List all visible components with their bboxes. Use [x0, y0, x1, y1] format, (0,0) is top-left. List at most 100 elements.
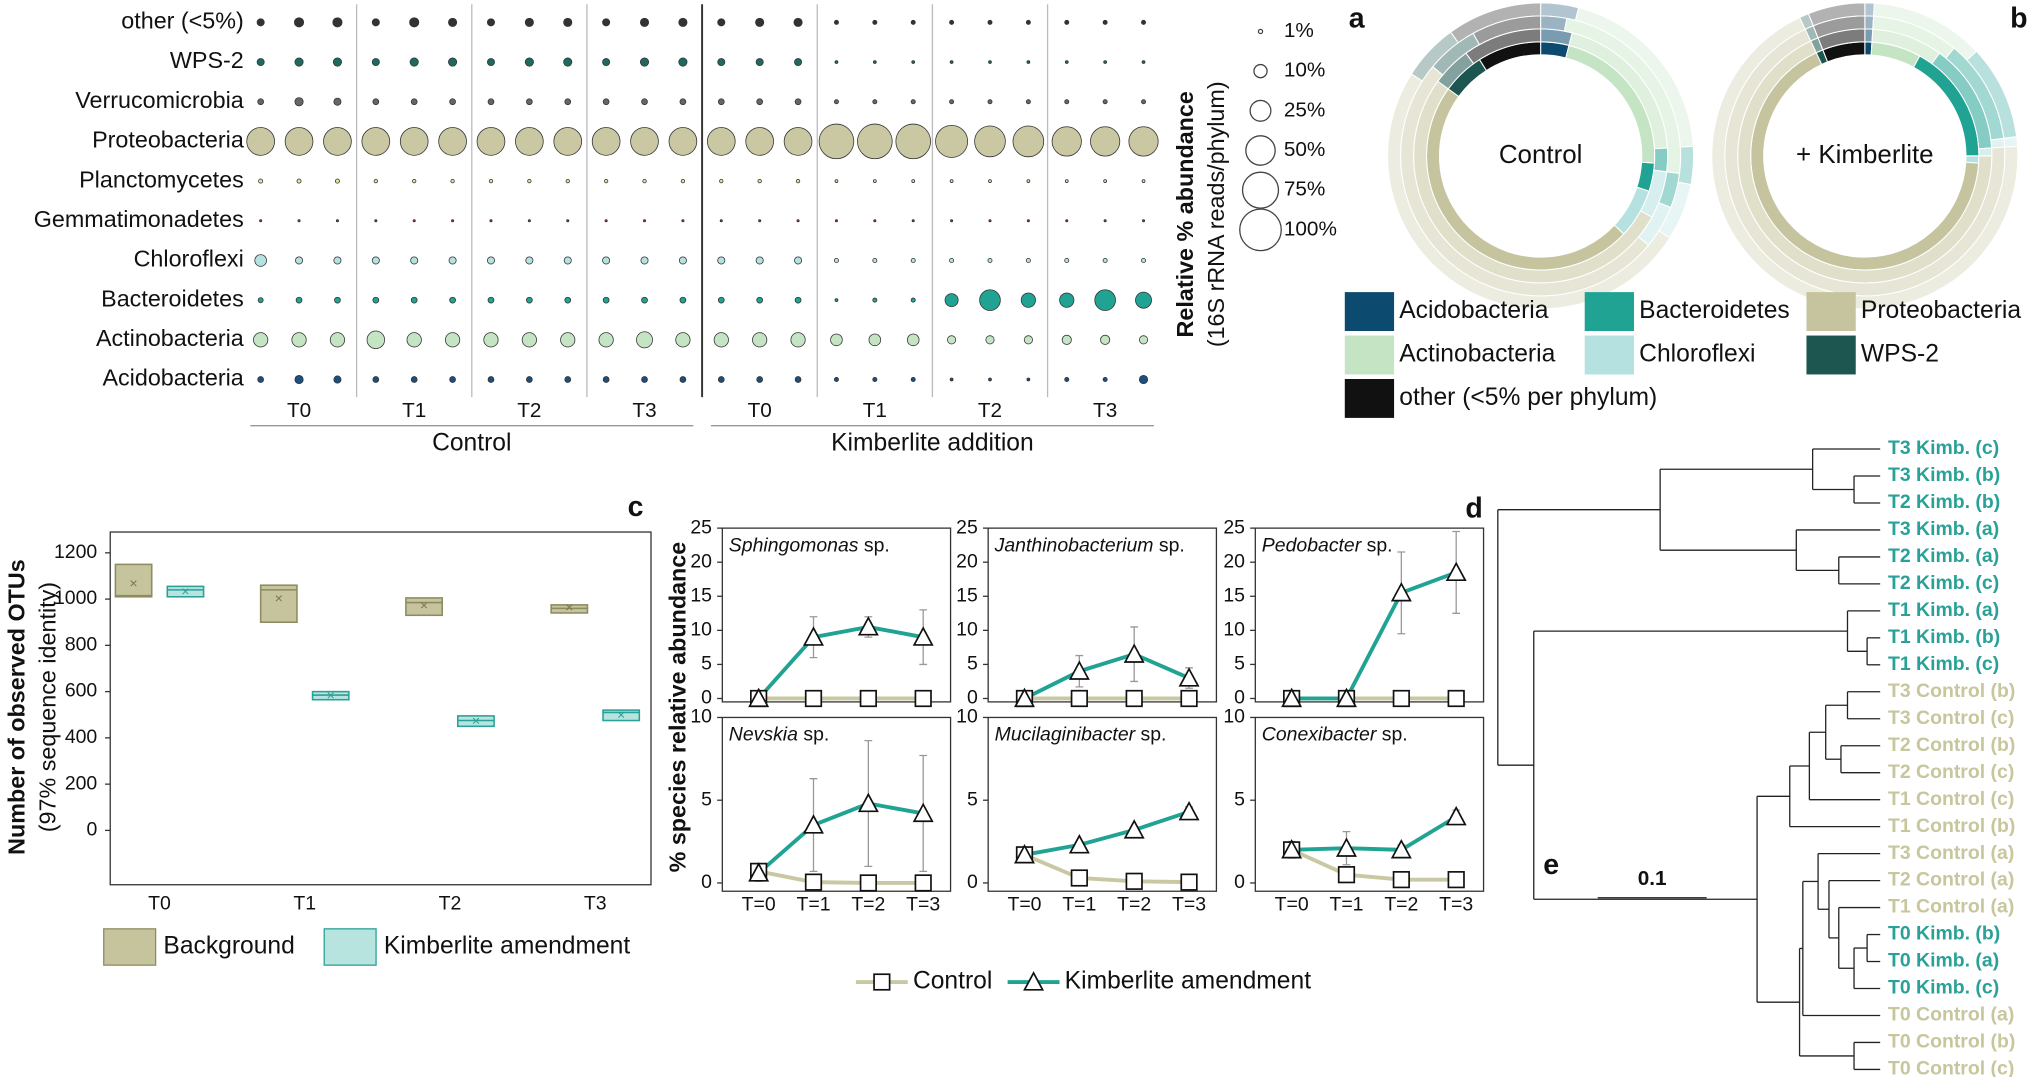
bubble	[636, 331, 653, 349]
y-tick-label: 15	[956, 584, 978, 606]
timepoint-label: T1	[402, 399, 426, 422]
timepoint-label: T0	[748, 399, 772, 422]
legend-label: Proteobacteria	[1861, 297, 2021, 324]
bubble	[1064, 377, 1070, 382]
x-tick-label: T=1	[796, 894, 830, 916]
marker-square	[804, 873, 823, 891]
donut-segment	[1990, 137, 2006, 149]
bubble	[833, 377, 839, 382]
marker-triangle	[1123, 819, 1145, 839]
y-tick-label: 600	[65, 680, 98, 702]
bubble	[756, 296, 763, 304]
bubble	[488, 178, 494, 184]
bubble	[487, 296, 495, 304]
row-label: Chloroflexi	[134, 246, 244, 272]
bubble	[295, 256, 304, 265]
bubble	[642, 178, 647, 184]
panel-title-genus: Janthinobacterium	[994, 534, 1154, 556]
donut-segment	[1978, 147, 1993, 157]
bubble	[1059, 292, 1075, 308]
timepoint-label: T3	[632, 399, 656, 422]
leaf-label: T1 Kimb. (c)	[1888, 653, 1999, 675]
y-axis-title: (16S rRNA reads/phylum)	[1203, 81, 1229, 347]
series-line	[757, 801, 924, 875]
bubble	[526, 296, 533, 304]
y-tick-label: 25	[956, 516, 978, 538]
bubble	[1026, 377, 1031, 382]
bubble	[487, 98, 495, 106]
bubble	[448, 57, 458, 67]
marker-square	[1070, 689, 1088, 708]
bubble	[604, 219, 608, 223]
leaf-label: T3 Kimb. (a)	[1888, 518, 1999, 540]
bubble	[834, 60, 839, 64]
y-axis-title: % species relative abundance	[665, 542, 691, 873]
y-tick-label: 0	[1234, 871, 1245, 893]
row-label: other (<5%)	[121, 8, 244, 34]
bubble	[564, 296, 572, 304]
box	[602, 709, 641, 722]
bubble	[873, 219, 877, 223]
bubble	[910, 257, 916, 263]
leaf-label: T2 Control (c)	[1888, 761, 2014, 783]
bubble	[1020, 292, 1036, 308]
box-mean: ×	[181, 584, 189, 600]
bubble	[1026, 179, 1031, 183]
bubble	[1090, 126, 1121, 157]
donut-center-label: + Kimberlite	[1796, 141, 1934, 169]
bubble	[790, 332, 806, 348]
legend-label: Control	[913, 968, 992, 995]
box-mean: ×	[129, 576, 137, 592]
timepoint-label: T3	[1093, 399, 1117, 422]
y-tick-label: 0	[701, 687, 712, 709]
bubble	[371, 256, 380, 265]
y-tick-label: 0	[967, 871, 978, 893]
box	[114, 563, 153, 598]
leaf-label: T3 Control (b)	[1888, 680, 2015, 702]
panel-title-suffix: sp.	[1159, 534, 1185, 556]
bubble	[1128, 126, 1159, 157]
bubble	[1012, 125, 1045, 158]
legend-swatch	[1344, 335, 1395, 375]
box-mean: ×	[420, 598, 428, 614]
legend-label: Chloroflexi	[1639, 341, 1755, 368]
bubble	[409, 57, 419, 67]
marker-triangle	[1123, 643, 1145, 663]
legend-label: Bacteroidetes	[1639, 297, 1790, 324]
y-axis-title: Relative % abundance	[1172, 91, 1198, 337]
bubble	[818, 123, 855, 160]
legend-label: Background	[163, 932, 294, 959]
bubble	[445, 332, 461, 348]
x-tick-label: T=1	[1329, 894, 1363, 916]
y-tick-label: 200	[65, 772, 98, 794]
marker-square	[914, 689, 932, 708]
bubble	[794, 256, 803, 265]
bubble	[872, 377, 878, 382]
bubble	[486, 58, 495, 67]
bubble	[333, 375, 342, 384]
bubble	[295, 296, 303, 304]
bubble	[486, 18, 495, 27]
bubble	[719, 178, 724, 184]
bubble	[949, 19, 955, 25]
bubble	[680, 178, 686, 184]
bubble	[1026, 219, 1030, 223]
group-label: Kimberlite addition	[831, 429, 1034, 456]
bubble	[979, 289, 1001, 311]
size-legend-label: 75%	[1284, 178, 1326, 201]
y-tick-label: 10	[690, 618, 712, 640]
bubble	[910, 99, 916, 105]
leaf-label: T2 Kimb. (c)	[1888, 572, 1999, 594]
marker-triangle	[1281, 839, 1303, 859]
panel-title-genus: Conexibacter	[1262, 724, 1378, 746]
bubble	[333, 256, 342, 265]
bubble	[1102, 19, 1108, 25]
marker-square	[914, 874, 932, 892]
row-label: Bacteroidetes	[101, 285, 244, 311]
bubble	[640, 256, 649, 265]
marker-square	[1392, 689, 1410, 708]
bubble	[527, 219, 531, 223]
bubble	[483, 332, 499, 348]
legend-label: WPS-2	[1861, 341, 1939, 368]
